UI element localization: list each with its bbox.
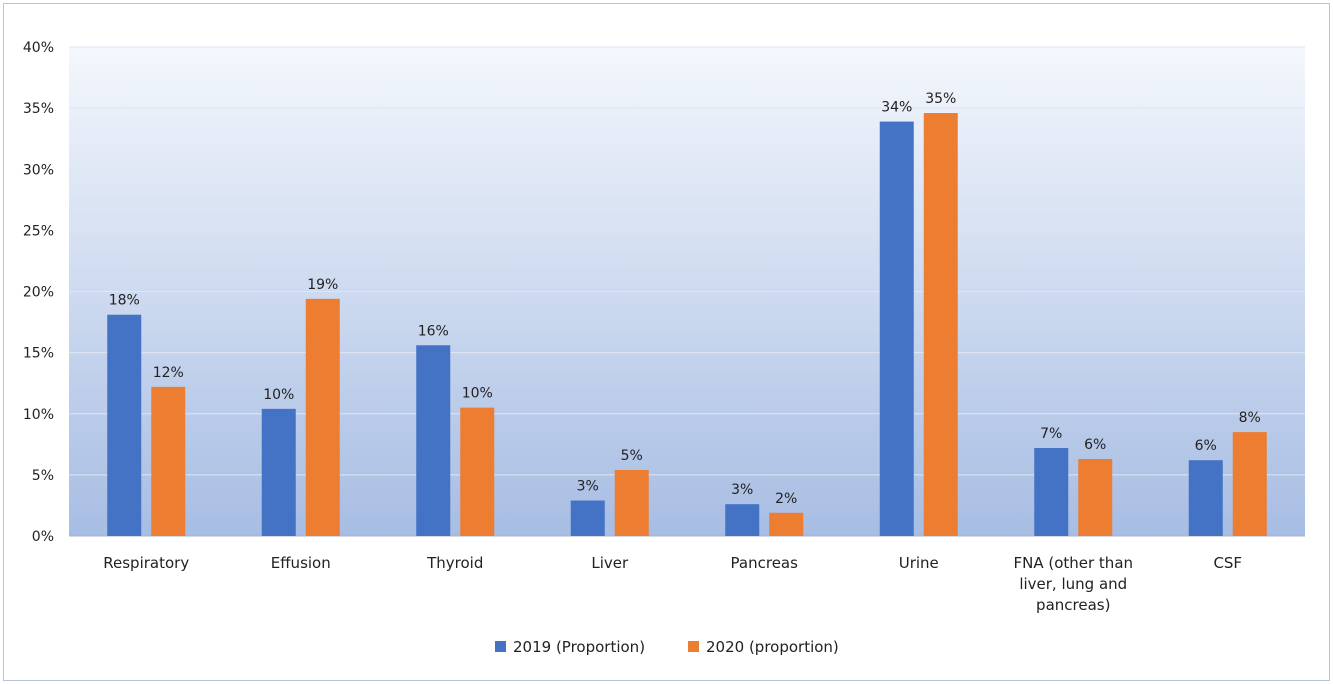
bar-series2 xyxy=(923,113,958,536)
bar-series2 xyxy=(151,386,186,536)
bar-series1 xyxy=(261,408,296,536)
bar-series1 xyxy=(107,314,142,536)
x-category-label: Respiratory xyxy=(103,554,189,572)
bar-series1 xyxy=(1188,460,1223,536)
data-label: 18% xyxy=(109,293,140,309)
bar-series2 xyxy=(460,407,495,536)
data-label: 3% xyxy=(577,479,599,495)
data-label: 3% xyxy=(731,482,753,498)
y-axis-tick-labels: 0% 5% 10% 15% 20% 25% 30% 35% 40% xyxy=(23,40,54,545)
legend-swatch xyxy=(495,641,506,652)
bar-series2 xyxy=(305,298,340,536)
bar-series1 xyxy=(416,345,451,536)
y-tick-label: 20% xyxy=(23,285,54,301)
y-tick-label: 40% xyxy=(23,40,54,56)
data-label: 34% xyxy=(881,100,912,116)
bar-series2 xyxy=(614,469,649,536)
y-tick-label: 35% xyxy=(23,101,54,117)
bar-series1 xyxy=(570,500,605,536)
bar-series2 xyxy=(1078,458,1113,536)
bar-series2 xyxy=(1232,432,1267,536)
bar-series2 xyxy=(769,512,804,536)
bar-series1 xyxy=(1034,447,1069,536)
data-label: 12% xyxy=(153,365,184,381)
bar-series1 xyxy=(879,121,914,536)
y-tick-label: 10% xyxy=(23,407,54,423)
x-category-label: Pancreas xyxy=(731,554,799,572)
data-label: 7% xyxy=(1040,426,1062,442)
bars xyxy=(107,113,1267,536)
y-tick-label: 25% xyxy=(23,223,54,239)
y-tick-label: 15% xyxy=(23,346,54,362)
data-label: 16% xyxy=(418,323,449,339)
data-labels: 18% 12% 10% 19% 16% 10% 3% 5% 3% 2% 34% 35% 7% 6% 6% 8% xyxy=(109,91,1261,507)
data-label: 10% xyxy=(462,386,493,402)
data-label: 6% xyxy=(1084,437,1106,453)
y-tick-label: 0% xyxy=(32,529,54,545)
legend-label: 2020 (proportion) xyxy=(706,638,839,656)
y-tick-label: 5% xyxy=(32,468,54,484)
data-label: 19% xyxy=(307,277,338,293)
data-label: 35% xyxy=(925,91,956,107)
x-category-label: Urine xyxy=(899,554,939,572)
x-category-label: Effusion xyxy=(271,554,331,572)
x-category-label: Thyroid xyxy=(426,554,483,572)
bar-chart: 0% 5% 10% 15% 20% 25% 30% 35% 40% 18% 12% 10% 19% 16… xyxy=(23,40,1305,656)
x-category-label: FNA (other than liver, lung and pancreas) xyxy=(1013,554,1133,614)
chart-frame: 0% 5% 10% 15% 20% 25% 30% 35% 40% 18% 12% 10% 19% 16… xyxy=(3,3,1330,681)
x-axis-category-labels: Respiratory Effusion Thyroid Liver Pancreas U… xyxy=(103,554,1242,614)
legend-label: 2019 (Proportion) xyxy=(513,638,645,656)
bar-series1 xyxy=(725,504,760,536)
data-label: 5% xyxy=(621,448,643,464)
legend-swatch xyxy=(688,641,699,652)
y-tick-label: 30% xyxy=(23,162,54,178)
data-label: 6% xyxy=(1195,438,1217,454)
data-label: 10% xyxy=(263,387,294,403)
legend: 2019 (Proportion) 2020 (proportion) xyxy=(495,638,839,656)
data-label: 2% xyxy=(775,491,797,507)
x-category-label: CSF xyxy=(1213,554,1242,572)
x-category-label: Liver xyxy=(591,554,629,572)
data-label: 8% xyxy=(1239,410,1261,426)
